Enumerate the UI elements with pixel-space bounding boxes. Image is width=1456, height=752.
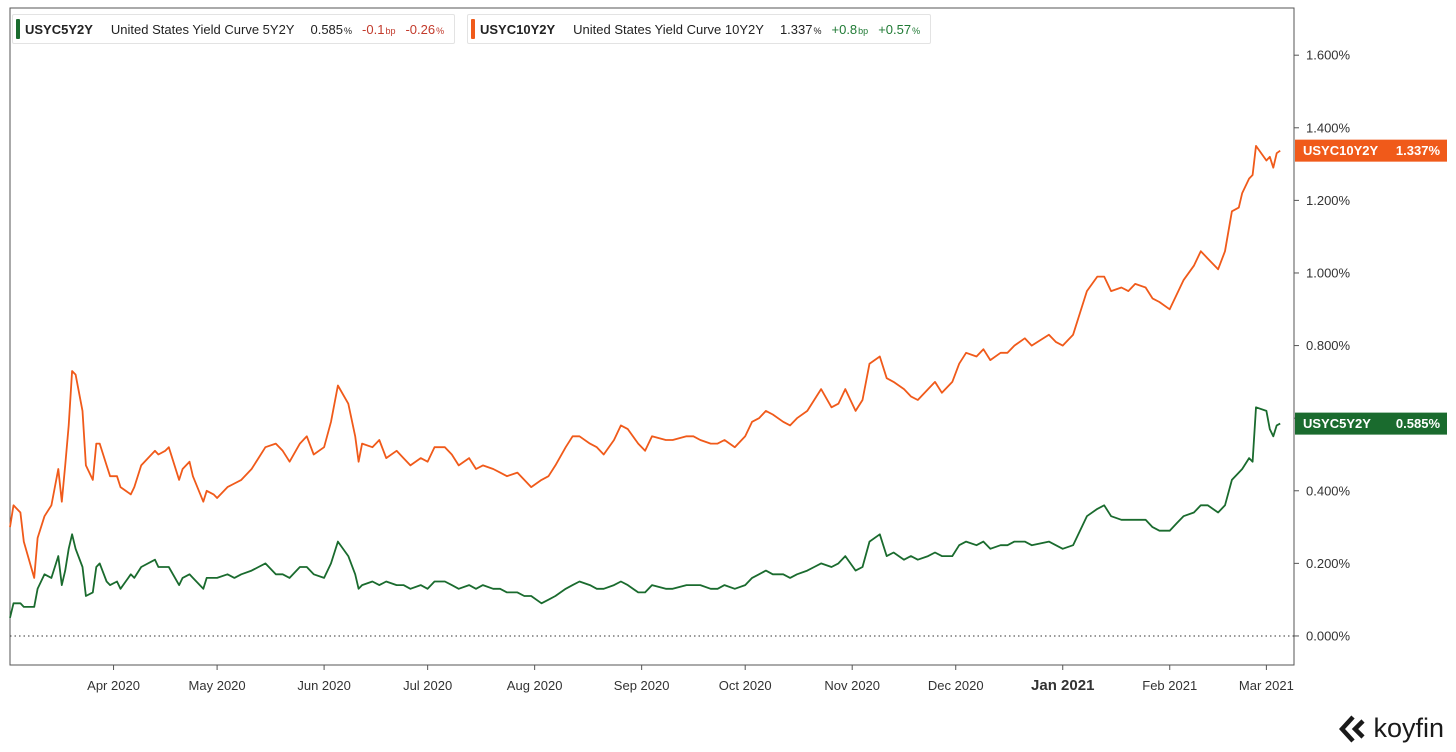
legend-ticker: USYC10Y2Y	[480, 21, 556, 37]
legend-change: -0.1bp	[362, 21, 396, 37]
legend-change: +0.8bp	[831, 21, 869, 37]
y-tick-label: 1.400%	[1306, 120, 1351, 135]
price-tag-usyc5y2y: USYC5Y2Y 0.585%	[1295, 412, 1447, 435]
price-tag-bg	[1295, 139, 1447, 162]
x-tick-label: Nov 2020	[824, 678, 880, 693]
plot-border	[9, 7, 1295, 666]
x-tick-label: Dec 2020	[928, 678, 984, 693]
price-tag-value: 0.585%	[1396, 416, 1441, 431]
legend-description: United States Yield Curve 10Y2Y	[573, 21, 764, 37]
koyfin-logo-icon	[1339, 714, 1366, 743]
koyfin-brand: koyfin	[1339, 713, 1444, 744]
series-color-swatch	[16, 19, 20, 39]
price-tag-bg	[1295, 412, 1447, 435]
legend-usyc5y2y[interactable]: USYC5Y2Y United States Yield Curve 5Y2Y …	[12, 14, 456, 44]
legend-value: 1.337%	[779, 21, 822, 37]
legend-change-pct: -0.26%	[405, 21, 445, 37]
series-color-swatch	[471, 19, 475, 39]
legend-change-pct: +0.57%	[878, 21, 921, 37]
x-tick-label: Feb 2021	[1142, 678, 1197, 693]
price-tag-ticker: USYC5Y2Y	[1303, 416, 1371, 431]
y-tick-label: 1.000%	[1306, 265, 1351, 280]
x-tick-label: Jun 2020	[297, 678, 351, 693]
series-line-usyc5y2y	[9, 406, 1281, 619]
x-tick-label: Sep 2020	[614, 678, 670, 693]
y-tick-label: 0.200%	[1306, 556, 1351, 571]
brand-name: koyfin	[1373, 713, 1444, 743]
x-tick-label: Oct 2020	[719, 678, 772, 693]
x-tick-label: Mar 2021	[1239, 678, 1294, 693]
y-tick-label: 0.400%	[1306, 483, 1351, 498]
legend-value: 0.585%	[310, 21, 353, 37]
price-tag-value: 1.337%	[1396, 143, 1441, 158]
x-tick-label: Apr 2020	[87, 678, 140, 693]
series-line-usyc10y2y	[9, 145, 1281, 579]
y-tick-label: 0.800%	[1306, 338, 1351, 353]
price-tag-usyc10y2y: USYC10Y2Y 1.337%	[1295, 139, 1447, 162]
y-tick-label: 1.600%	[1306, 48, 1351, 63]
x-tick-label: Aug 2020	[507, 678, 563, 693]
price-tag-ticker: USYC10Y2Y	[1303, 143, 1378, 158]
legend-ticker: USYC5Y2Y	[25, 21, 93, 37]
x-tick-label: Jan 2021	[1031, 677, 1094, 694]
y-tick-label: 1.200%	[1306, 193, 1351, 208]
y-tick-label: 0.000%	[1306, 628, 1351, 643]
legend-usyc10y2y[interactable]: USYC10Y2Y United States Yield Curve 10Y2…	[467, 14, 932, 44]
x-tick-label: May 2020	[189, 678, 246, 693]
legend-description: United States Yield Curve 5Y2Y	[110, 21, 295, 37]
x-tick-label: Jul 2020	[403, 678, 452, 693]
